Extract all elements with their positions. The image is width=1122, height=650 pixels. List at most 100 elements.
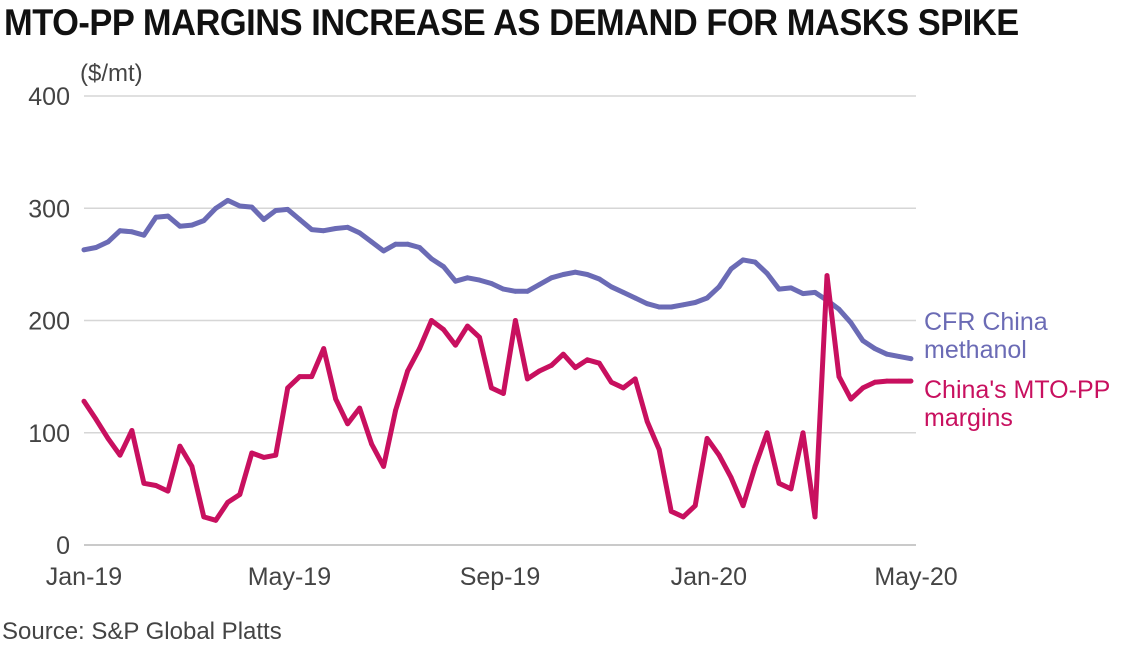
data-point: [572, 269, 578, 275]
data-point: [896, 354, 902, 359]
data-point: [704, 436, 710, 441]
data-point: [560, 351, 566, 357]
data-point: [513, 318, 518, 323]
data-point: [501, 286, 506, 292]
data-point: [812, 290, 818, 295]
data-point: [381, 464, 386, 469]
data-point: [261, 455, 267, 460]
data-point: [489, 385, 494, 391]
data-point: [740, 503, 746, 509]
data-point: [872, 379, 878, 385]
data-point: [501, 391, 506, 396]
data-point: [812, 514, 818, 520]
data-point: [165, 213, 171, 219]
data-point: [309, 227, 315, 233]
data-point: [441, 264, 446, 269]
data-point: [728, 475, 734, 480]
data-point: [201, 514, 207, 520]
data-point: [189, 464, 195, 469]
data-point: [93, 416, 99, 422]
data-point: [896, 378, 902, 384]
data-point: [860, 385, 866, 391]
data-point: [537, 368, 542, 374]
data-point: [608, 284, 614, 290]
data-point: [297, 217, 303, 222]
data-point: [369, 441, 374, 447]
data-point: [153, 483, 159, 488]
x-tick-label-jan-19: Jan-19: [46, 563, 122, 591]
data-point: [465, 323, 470, 329]
gridlines: [84, 95, 916, 546]
data-point: [908, 356, 914, 362]
x-tick-label-may-19: May-19: [248, 563, 331, 591]
data-point: [788, 285, 794, 291]
series-line-methanol: [81, 197, 914, 362]
y-axis-unit-label: ($/mt): [80, 60, 143, 87]
data-point: [369, 239, 374, 245]
data-point: [477, 277, 482, 283]
data-point: [513, 288, 518, 294]
data-point: [692, 300, 698, 305]
data-point: [776, 480, 782, 486]
series-labels: CFR China methanol China's MTO-PP margins: [924, 308, 1110, 432]
series-label-line: methanol: [924, 336, 1027, 364]
data-point: [237, 203, 243, 209]
data-point: [393, 241, 398, 247]
data-point: [860, 338, 866, 344]
data-point: [393, 407, 398, 413]
data-point: [716, 284, 722, 290]
data-point: [465, 275, 470, 281]
data-point: [644, 301, 650, 307]
data-point: [237, 492, 243, 497]
data-point: [764, 271, 770, 276]
x-tick-label-may-20: May-20: [874, 563, 957, 591]
series-label-margins: China's MTO-PP margins: [924, 376, 1110, 432]
data-point: [213, 205, 219, 211]
series-margins: [81, 273, 914, 523]
data-point: [764, 430, 770, 436]
y-tick-label-200: 200: [28, 308, 70, 336]
data-point: [716, 452, 722, 458]
data-point: [776, 286, 782, 292]
data-point: [177, 443, 183, 449]
data-point: [381, 248, 386, 254]
data-point: [165, 488, 171, 494]
data-point: [81, 247, 87, 253]
source-note: Source: S&P Global Platts: [2, 618, 282, 645]
series-label-line: China's MTO-PP: [924, 376, 1110, 404]
data-point: [153, 214, 159, 220]
data-point: [560, 272, 566, 277]
data-point: [285, 385, 291, 391]
data-point: [632, 376, 638, 382]
data-point: [620, 290, 626, 295]
data-point: [848, 320, 854, 326]
data-point: [129, 428, 135, 433]
data-point: [81, 398, 87, 404]
data-point: [596, 276, 602, 282]
series-methanol: [81, 197, 914, 362]
data-point: [644, 419, 650, 424]
x-tick-label-jan-20: Jan-20: [671, 563, 747, 591]
data-point: [453, 278, 458, 284]
data-point: [836, 374, 842, 379]
data-point: [417, 346, 422, 351]
data-point: [836, 306, 842, 312]
data-point: [525, 288, 530, 294]
data-point: [477, 334, 482, 340]
data-point: [788, 486, 794, 492]
data-point: [261, 217, 267, 222]
data-point: [177, 223, 183, 229]
data-point: [668, 508, 674, 514]
data-point: [225, 198, 231, 203]
data-point: [752, 464, 758, 469]
data-point: [249, 450, 255, 456]
axis-labels: 0 100 200 300 400 Jan-19 May-19 Sep-19 Jan-20 May…: [28, 83, 957, 591]
data-point: [117, 452, 123, 458]
data-point: [549, 275, 554, 281]
data-point: [141, 232, 147, 238]
data-point: [201, 218, 207, 224]
data-point: [549, 363, 554, 368]
data-point: [668, 304, 674, 310]
data-point: [429, 256, 434, 262]
data-point: [824, 273, 830, 278]
